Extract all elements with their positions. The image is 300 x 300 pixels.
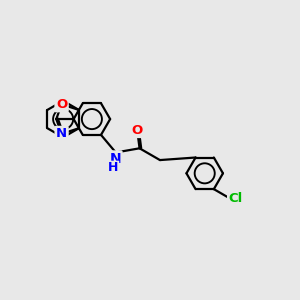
- Text: O: O: [56, 98, 67, 111]
- Text: N: N: [110, 152, 121, 166]
- Text: Cl: Cl: [229, 192, 243, 205]
- Text: N: N: [56, 128, 67, 140]
- Text: O: O: [132, 124, 143, 136]
- Text: H: H: [108, 161, 118, 174]
